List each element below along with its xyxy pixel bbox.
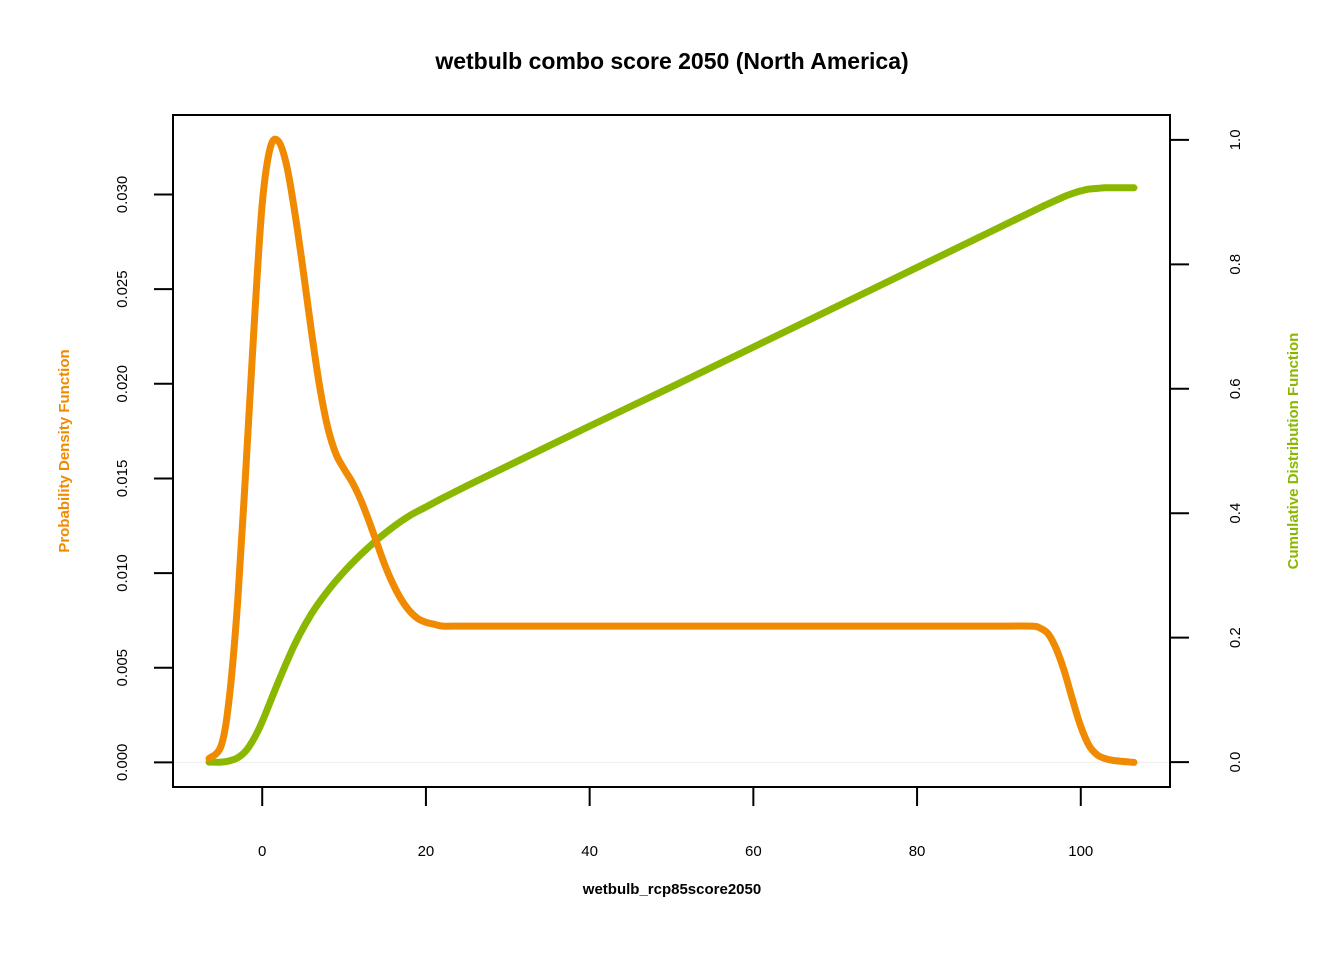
y-left-tick-label: 0.025 xyxy=(114,270,131,308)
y-left-tick-label: 0.015 xyxy=(114,460,131,498)
y-right-tick-label: 0.6 xyxy=(1227,378,1244,399)
y-left-tick-label: 0.020 xyxy=(114,365,131,403)
y-right-tick-label: 1.0 xyxy=(1227,129,1244,150)
y-axis-right-label: Cumulative Distribution Function xyxy=(1285,333,1302,570)
y-left-tick-label: 0.010 xyxy=(114,554,131,592)
y-left-tick-label: 0.000 xyxy=(114,744,131,782)
x-tick-label: 20 xyxy=(418,843,435,860)
chart-title: wetbulb combo score 2050 (North America) xyxy=(434,48,908,74)
x-tick-label: 0 xyxy=(258,843,266,860)
y-right-tick-label: 0.2 xyxy=(1227,627,1244,648)
x-axis-label: wetbulb_rcp85score2050 xyxy=(582,881,761,898)
y-axis-left: 0.000 0.005 0.010 0.015 0.020 0.025 0.030 xyxy=(114,176,174,782)
y-left-tick-label: 0.005 xyxy=(114,649,131,687)
x-tick-label: 100 xyxy=(1068,843,1093,860)
y-axis-left-label: Probability Density Function xyxy=(56,349,73,552)
y-right-tick-label: 0.8 xyxy=(1227,254,1244,275)
x-tick-label: 60 xyxy=(745,843,762,860)
x-tick-label: 40 xyxy=(581,843,598,860)
y-left-tick-label: 0.030 xyxy=(114,176,131,214)
cdf-series-line xyxy=(205,184,1138,766)
pdf-series-line xyxy=(205,135,1138,766)
x-axis: 0 20 40 60 80 100 xyxy=(258,786,1093,860)
y-right-tick-label: 0.4 xyxy=(1227,503,1244,524)
series-layer xyxy=(205,135,1138,766)
y-axis-right: 0.0 0.2 0.4 0.6 0.8 1.0 xyxy=(1169,129,1244,773)
x-tick-label: 80 xyxy=(909,843,926,860)
y-right-tick-label: 0.0 xyxy=(1227,752,1244,773)
